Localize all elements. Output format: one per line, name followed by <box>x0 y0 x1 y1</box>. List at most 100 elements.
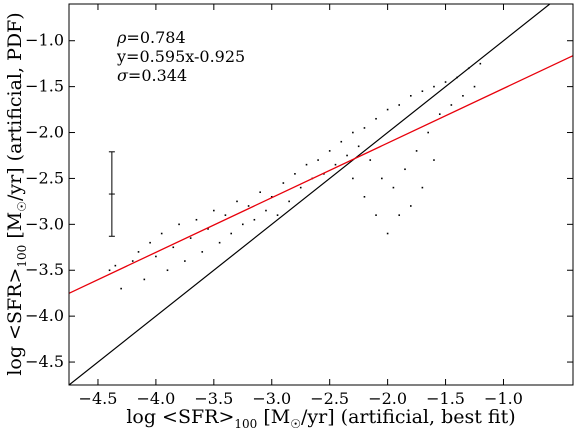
y-label-pre: log <SFR> <box>4 268 26 376</box>
scatter-point <box>155 255 157 258</box>
x-axis-label: log <SFR>100 [M☉/yr] (artificial, best f… <box>126 406 515 431</box>
scatter-point <box>230 232 233 235</box>
scatter-point <box>201 251 204 253</box>
scatter-point <box>363 127 366 129</box>
scatter-point <box>149 241 151 244</box>
scatter-point <box>172 246 175 249</box>
scatter-point <box>438 113 441 115</box>
scatter-point <box>392 186 395 189</box>
scatter-point <box>143 278 146 281</box>
scatter-point <box>334 163 337 166</box>
y-tick-label: −2.5 <box>25 168 64 187</box>
scatter-point <box>444 81 447 83</box>
y-axis-ticks: −4.5 −4.0 −3.5 −3.0 −2.5 −2.0 −1.5 −1.0 <box>25 31 573 371</box>
sigma-value: =0.344 <box>128 66 187 85</box>
y-tick-label: −1.0 <box>25 31 64 50</box>
y-label-sub2: ☉ <box>15 201 29 212</box>
scatter-point <box>363 195 366 198</box>
scatter-point <box>213 209 215 212</box>
scatter-point <box>409 205 412 207</box>
scatter-point <box>236 200 238 203</box>
scatter-point <box>160 232 163 235</box>
scatter-point <box>294 173 296 175</box>
scatter-point <box>247 205 250 207</box>
x-label-post: /yr] (artificial, best fit) <box>301 406 516 428</box>
scatter-point <box>270 195 273 198</box>
scatter-point <box>166 269 169 272</box>
x-tick-label: −2.5 <box>310 389 349 408</box>
scatter-point <box>299 186 302 189</box>
scatter-point <box>114 264 117 267</box>
scatter-point <box>241 223 244 226</box>
scatter-point <box>184 260 186 262</box>
scatter-point <box>288 200 290 203</box>
scatter-point <box>386 108 389 111</box>
x-tick-label: −3.0 <box>252 389 291 408</box>
scatter-point <box>282 182 285 184</box>
y-label-sub1: 100 <box>15 245 29 268</box>
scatter-point <box>253 218 256 221</box>
y-tick-label: −1.5 <box>25 77 64 96</box>
y-tick-label: −2.0 <box>25 123 64 142</box>
x-tick-label: −1.5 <box>426 389 465 408</box>
fit-equation: y=0.595x-0.925 <box>116 47 245 66</box>
scatter-point <box>224 214 227 216</box>
scatter-point <box>381 177 383 180</box>
scatter-point <box>317 159 319 161</box>
y-tick-label: −3.0 <box>25 214 64 233</box>
scatter-point <box>178 223 180 226</box>
y-label-mid: [M <box>4 212 26 245</box>
x-label-sub1: 100 <box>234 417 257 431</box>
scatter-point <box>189 237 192 239</box>
rho-annotation: ρ=0.784 <box>116 28 186 47</box>
scatter-point <box>433 159 435 161</box>
scatter-point <box>398 104 401 106</box>
scatter-point <box>276 214 279 216</box>
x-tick-label: −2.0 <box>368 389 407 408</box>
scatter-point <box>450 104 453 106</box>
scatter-point <box>386 232 389 235</box>
scatter-point <box>369 159 372 161</box>
scatter-point <box>421 186 424 189</box>
y-tick-label: −4.0 <box>25 306 64 325</box>
x-label-sub2: ☉ <box>290 417 301 431</box>
scatter-point <box>207 228 209 230</box>
scatter-point <box>340 140 343 143</box>
sigma-symbol: σ <box>117 66 129 85</box>
scatter-point <box>195 218 198 221</box>
y-tick-label: −4.5 <box>25 352 64 371</box>
x-tick-label: −3.5 <box>194 389 233 408</box>
scatter-point <box>433 85 435 88</box>
identity-line <box>69 4 551 385</box>
x-label-pre: log <SFR> <box>126 406 234 428</box>
scatter-point <box>427 131 429 134</box>
scatter-point <box>409 95 412 97</box>
error-bar <box>108 151 115 237</box>
x-axis-ticks: −4.5 −4.0 −3.5 −3.0 −2.5 −2.0 −1.5 −1.0 <box>79 4 523 408</box>
scatter-point <box>328 150 331 152</box>
scatter-points <box>108 62 482 290</box>
rho-symbol: ρ <box>116 28 127 47</box>
x-tick-label: −4.0 <box>136 389 175 408</box>
scatter-point <box>120 287 122 290</box>
x-tick-label: −1.0 <box>484 389 523 408</box>
sigma-annotation: σ=0.344 <box>117 66 187 85</box>
x-label-mid: [M <box>257 406 290 428</box>
scatter-point <box>352 177 354 180</box>
y-tick-label: −3.5 <box>25 260 64 279</box>
fit-line <box>69 55 573 294</box>
scatter-point <box>421 90 424 93</box>
y-axis-label: log <SFR>100 [M☉/yr] (artificial, PDF) <box>4 12 29 375</box>
scatter-point <box>305 163 308 166</box>
scatter-point <box>259 191 261 194</box>
scatter-point <box>357 145 360 148</box>
rho-value: =0.784 <box>126 28 185 47</box>
scatter-point <box>265 209 267 212</box>
scatter-point <box>131 260 134 262</box>
scatter-point <box>375 117 377 120</box>
scatter-point <box>352 131 354 134</box>
scatter-point <box>346 154 348 157</box>
y-label-post: /yr] (artificial, PDF) <box>4 12 26 201</box>
x-tick-label: −4.5 <box>79 389 118 408</box>
